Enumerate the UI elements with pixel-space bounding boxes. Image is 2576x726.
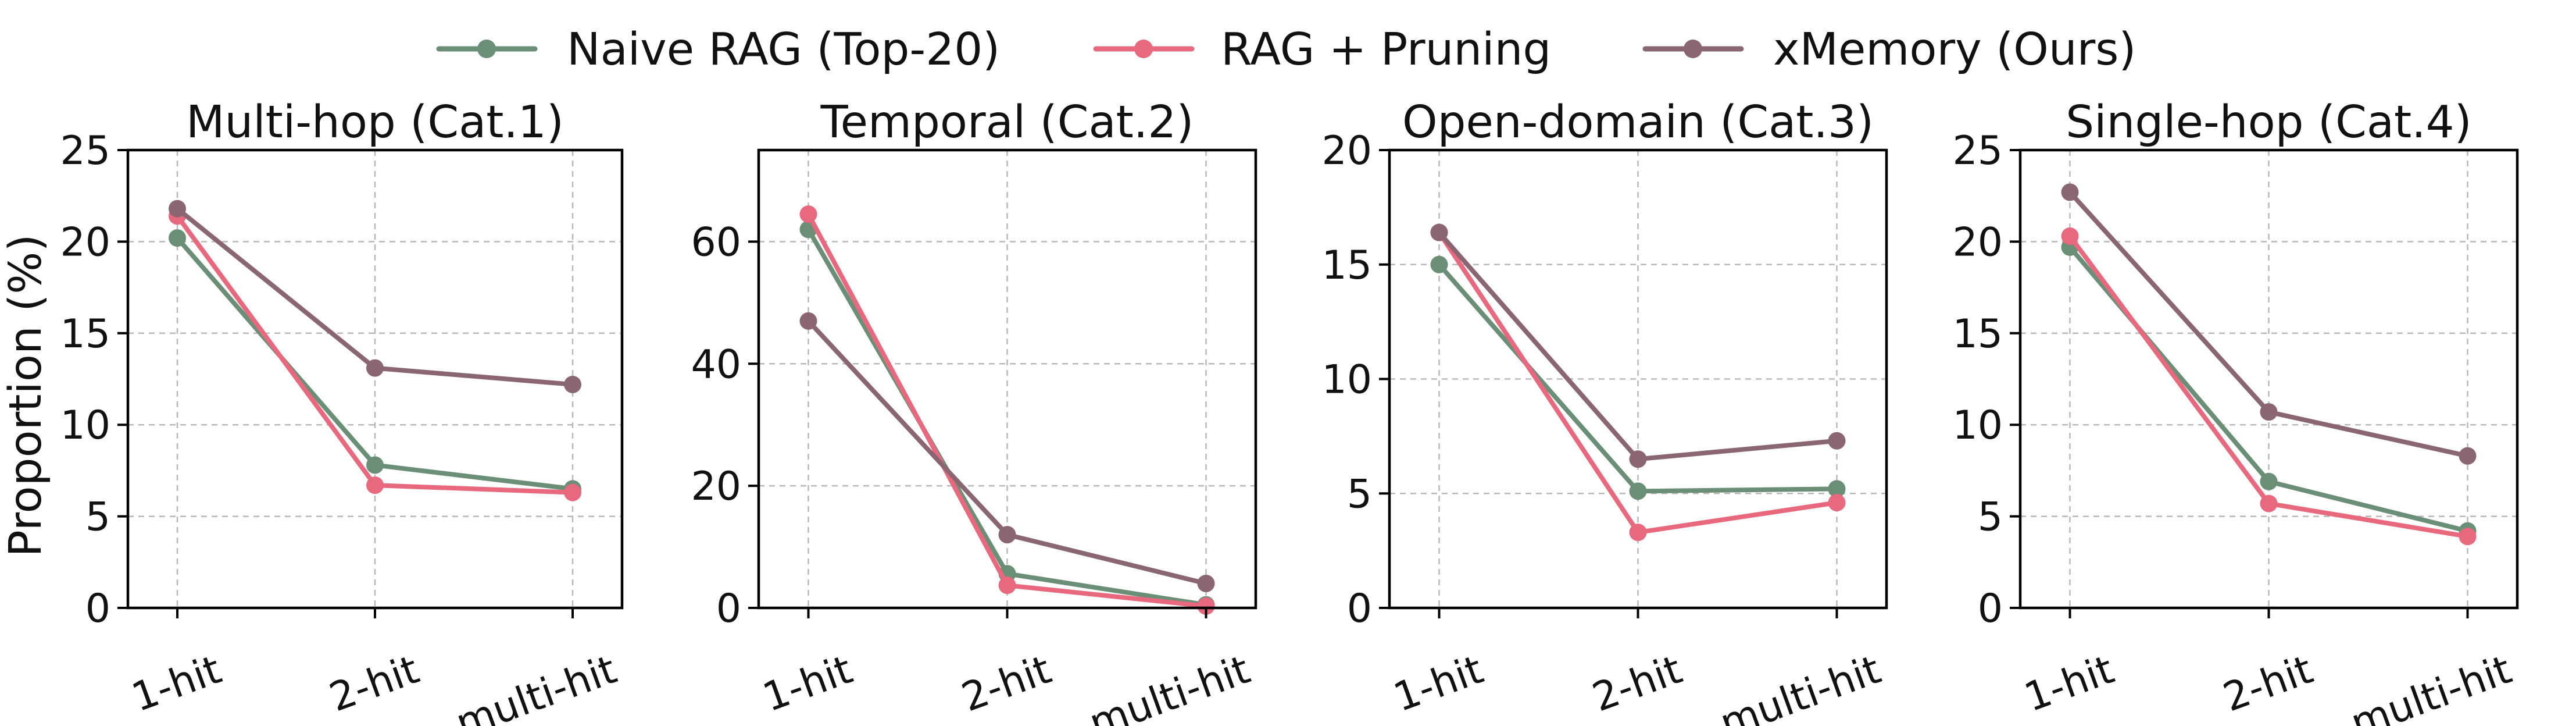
data-point-1-1	[1430, 255, 1448, 273]
y-tick-label-2: 5	[85, 494, 110, 540]
legend-label-1: Naive RAG (Top-20)	[567, 24, 1000, 76]
y-tick-label-2: 20	[691, 464, 741, 510]
panel-title: Single-hop (Cat.4)	[2066, 97, 2471, 148]
y-tick-label-3: 10	[1952, 403, 2003, 449]
data-point-3-3	[564, 375, 581, 393]
data-point-3-1	[2061, 183, 2079, 201]
x-tick-label-2: 2-hit	[324, 647, 425, 721]
y-tick-label-4: 60	[691, 219, 741, 265]
x-tick-label-1: 1-hit	[757, 647, 858, 721]
data-point-2-3	[2459, 528, 2477, 546]
data-point-3-1	[799, 312, 817, 330]
data-point-2-2	[2260, 494, 2278, 513]
data-point-3-3	[1197, 575, 1215, 593]
x-tick-label-3: multi-hit	[450, 647, 623, 726]
x-tick-label-3: multi-hit	[1084, 647, 1256, 726]
data-point-2-2	[366, 476, 384, 494]
y-tick-label-4: 15	[60, 311, 110, 357]
y-tick-label-5: 20	[1952, 219, 2003, 265]
x-tick-label-2: 2-hit	[1587, 647, 1688, 721]
y-tick-label-3: 10	[1321, 357, 1372, 403]
data-point-2-1	[799, 205, 817, 223]
x-tick-label-1: 1-hit	[2018, 647, 2120, 721]
y-tick-label-6: 25	[60, 128, 110, 174]
panel-2: 0 20 40 60 1-hit 2-hit multi-hit Temporal (Cat.…	[691, 97, 1257, 726]
panel-1: 0 5 10 15 20 25 1-hit 2-hit multi-hit Multi-hop (…	[60, 97, 624, 726]
y-tick-label-2: 5	[1978, 494, 2003, 540]
y-tick-label-6: 25	[1952, 128, 2003, 174]
y-tick-label-5: 20	[1321, 128, 1372, 174]
legend-label-3: xMemory (Ours)	[1773, 24, 2136, 76]
x-tick-label-3: multi-hit	[2345, 647, 2518, 726]
y-tick-label-1: 0	[1347, 586, 1372, 632]
data-point-1-1	[169, 229, 186, 247]
x-tick-label-2: 2-hit	[2217, 647, 2318, 721]
panel-title: Open-domain (Cat.3)	[1402, 97, 1874, 148]
data-point-3-3	[2459, 447, 2477, 465]
y-tick-label-1: 0	[85, 586, 110, 632]
y-tick-label-3: 10	[60, 403, 110, 449]
data-point-2-1	[2061, 227, 2079, 245]
panel-4: 0 5 10 15 20 25 1-hit 2-hit multi-hit Single-hop …	[1952, 97, 2519, 726]
data-point-3-2	[1629, 450, 1647, 468]
legend-marker-2	[1134, 40, 1153, 58]
y-tick-label-5: 20	[60, 219, 110, 265]
data-point-1-2	[2260, 472, 2278, 490]
panel-title: Multi-hop (Cat.1)	[186, 97, 564, 148]
data-point-3-1	[169, 200, 186, 218]
series-line-2	[806, 212, 1209, 608]
legend-marker-1	[477, 40, 496, 58]
legend-marker-3	[1684, 40, 1702, 58]
y-tick-label-4: 15	[1952, 311, 2003, 357]
data-point-3-2	[366, 359, 384, 377]
y-tick-label-1: 0	[716, 586, 741, 632]
data-point-2-2	[998, 576, 1016, 595]
data-point-1-2	[1629, 482, 1647, 500]
data-point-2-3	[564, 483, 581, 501]
data-point-3-2	[998, 526, 1016, 544]
y-tick-label-1: 0	[1978, 586, 2003, 632]
data-point-2-3	[1197, 597, 1215, 615]
y-tick-label-2: 5	[1347, 471, 1372, 517]
data-point-3-3	[1828, 432, 1846, 450]
data-point-3-1	[1430, 223, 1448, 241]
y-axis-label: Proportion (%)	[0, 234, 52, 557]
legend: Naive RAG (Top-20) RAG + Pruning xMemory (…	[436, 24, 2136, 76]
data-point-1-3	[1828, 480, 1846, 498]
x-tick-label-1: 1-hit	[126, 647, 227, 721]
data-point-2-2	[1629, 524, 1647, 542]
panel-title: Temporal (Cat.2)	[820, 97, 1194, 148]
data-point-1-2	[366, 456, 384, 474]
data-point-2-3	[1828, 493, 1846, 511]
data-point-3-2	[2260, 403, 2278, 421]
panel-3: 0 5 10 15 20 1-hit 2-hit multi-hit Open-domain (…	[1321, 97, 1888, 726]
x-tick-label-2: 2-hit	[956, 647, 1057, 721]
legend-label-2: RAG + Pruning	[1221, 24, 1551, 76]
x-tick-label-1: 1-hit	[1388, 647, 1489, 721]
x-tick-label-3: multi-hit	[1714, 647, 1887, 726]
y-tick-label-4: 15	[1321, 243, 1372, 289]
y-tick-label-3: 40	[691, 341, 741, 387]
